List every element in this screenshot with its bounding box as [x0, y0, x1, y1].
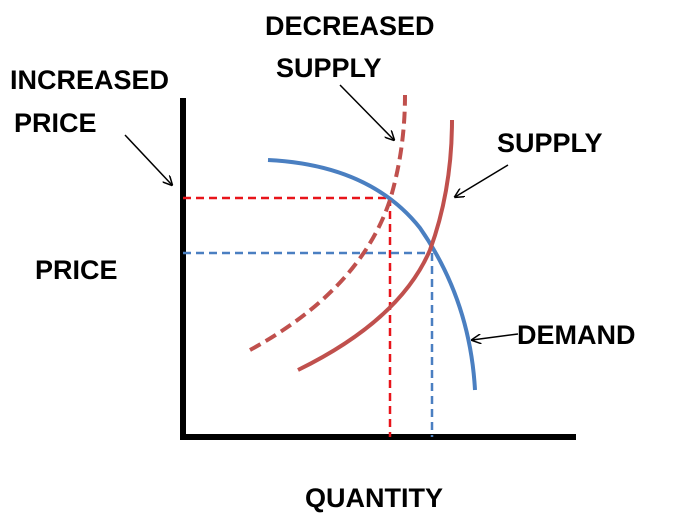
demand-curve — [267, 158, 477, 391]
label: SUPPLY — [276, 53, 382, 83]
label: QUANTITY — [305, 483, 443, 513]
label: SUPPLY — [497, 128, 603, 158]
supply-curve — [297, 119, 454, 372]
arrow — [455, 164, 509, 197]
label: DEMAND — [517, 320, 636, 350]
decreased-supply-curve — [249, 94, 407, 352]
label: PRICE — [14, 108, 97, 138]
label: PRICE — [35, 255, 118, 285]
label: DECREASED — [265, 11, 435, 41]
label: INCREASED — [10, 65, 169, 95]
arrow — [124, 134, 172, 185]
arrow — [339, 84, 394, 140]
arrow — [472, 333, 519, 340]
